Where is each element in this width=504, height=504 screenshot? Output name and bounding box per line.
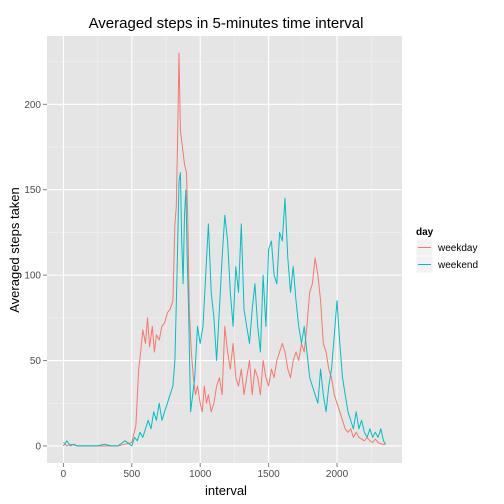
y-tick-label: 50 <box>30 356 42 367</box>
y-axis-title: Averaged steps taken <box>7 187 22 313</box>
x-tick-label: 2000 <box>326 469 349 480</box>
y-tick-label: 200 <box>24 100 41 111</box>
series-line-weekend <box>62 172 387 447</box>
y-tick-label: 150 <box>24 185 41 196</box>
x-tick-label: 500 <box>123 469 140 480</box>
y-tick-label: 100 <box>24 271 41 282</box>
x-tick-label: 1000 <box>189 469 212 480</box>
minor-gridlines <box>47 36 402 463</box>
legend: day weekday weekend <box>415 227 478 274</box>
y-axis-ticks: 0 50 100 150 200 <box>24 100 47 452</box>
chart-title: Averaged steps in 5-minutes time interva… <box>89 15 364 32</box>
series-line-weekday <box>63 52 386 447</box>
x-tick-label: 0 <box>61 469 67 480</box>
legend-label-weekend: weekend <box>437 260 478 271</box>
legend-title: day <box>416 227 434 238</box>
plot-panel <box>47 36 402 463</box>
x-axis-title: interval <box>205 483 247 498</box>
y-tick-label: 0 <box>35 441 41 452</box>
series-layer <box>62 52 387 447</box>
legend-label-weekday: weekday <box>437 243 477 254</box>
x-axis-ticks: 0 500 1000 1500 2000 <box>61 463 349 480</box>
x-tick-label: 1500 <box>257 469 280 480</box>
